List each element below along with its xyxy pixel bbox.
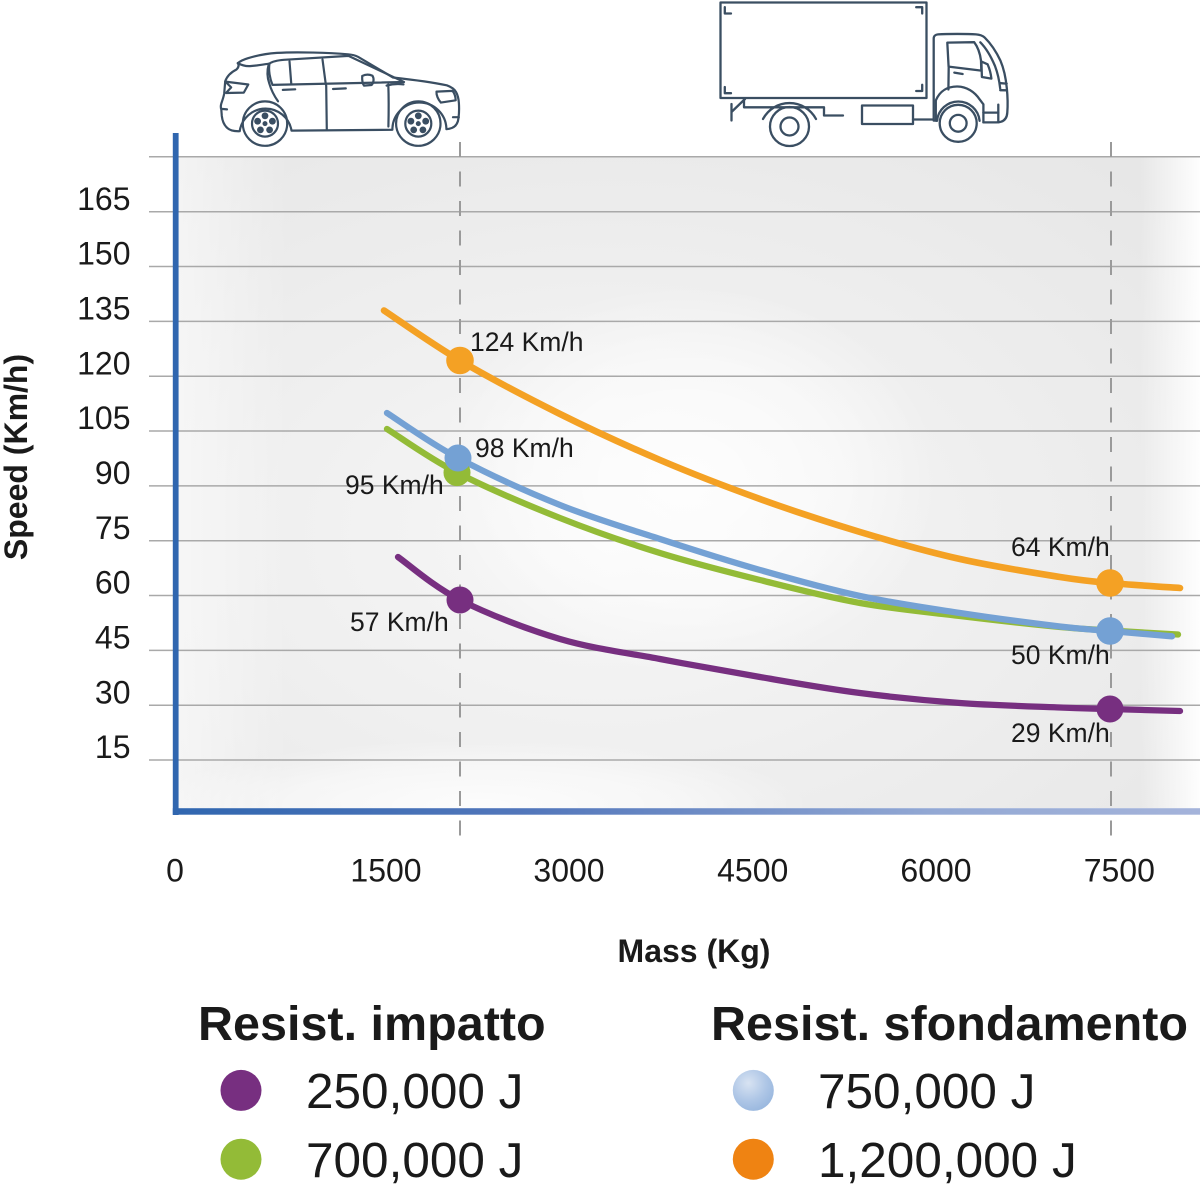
svg-text:700,000 J: 700,000 J (306, 1133, 523, 1186)
svg-text:120: 120 (77, 345, 130, 381)
svg-text:98 Km/h: 98 Km/h (475, 433, 574, 463)
svg-text:50 Km/h: 50 Km/h (1011, 640, 1110, 670)
svg-text:7500: 7500 (1084, 852, 1155, 888)
svg-text:135: 135 (77, 291, 130, 327)
svg-text:6000: 6000 (900, 852, 971, 888)
svg-text:64 Km/h: 64 Km/h (1011, 532, 1110, 562)
svg-text:Speed (Km/h): Speed (Km/h) (0, 354, 34, 560)
svg-text:Resist. impatto: Resist. impatto (198, 997, 546, 1051)
svg-text:0: 0 (166, 852, 184, 888)
svg-text:75: 75 (95, 510, 131, 546)
svg-text:1,200,000 J: 1,200,000 J (818, 1133, 1077, 1186)
svg-text:Resist. sfondamento: Resist. sfondamento (711, 997, 1188, 1051)
svg-text:105: 105 (77, 400, 130, 436)
svg-text:90: 90 (95, 455, 131, 491)
svg-text:15: 15 (95, 729, 131, 765)
svg-text:165: 165 (77, 181, 130, 217)
svg-text:1500: 1500 (350, 852, 421, 888)
svg-text:95 Km/h: 95 Km/h (345, 470, 444, 500)
svg-text:45: 45 (95, 620, 131, 656)
svg-text:4500: 4500 (717, 852, 788, 888)
svg-text:150: 150 (77, 236, 130, 272)
svg-text:Mass (Kg): Mass (Kg) (618, 933, 771, 969)
svg-text:3000: 3000 (533, 852, 604, 888)
svg-text:60: 60 (95, 565, 131, 601)
svg-text:29 Km/h: 29 Km/h (1011, 718, 1110, 748)
svg-text:750,000 J: 750,000 J (818, 1064, 1035, 1119)
svg-text:250,000 J: 250,000 J (306, 1064, 523, 1119)
svg-text:57 Km/h: 57 Km/h (350, 607, 449, 637)
svg-text:30: 30 (95, 674, 131, 710)
svg-text:124 Km/h: 124 Km/h (470, 327, 583, 357)
